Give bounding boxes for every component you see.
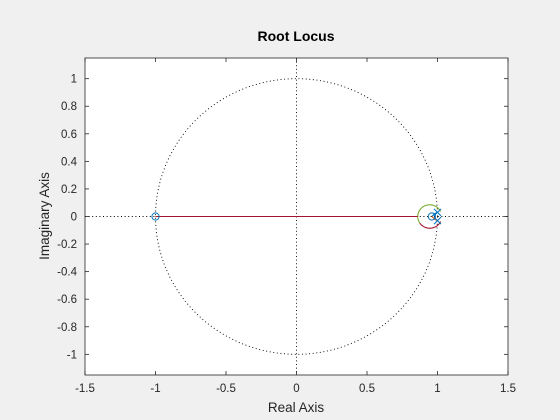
x-tick-label: -1.5 bbox=[75, 383, 95, 395]
y-tick-label: 0.4 bbox=[61, 156, 78, 168]
x-ticks: -1.5 -1 -0.5 0 0.5 1 1.5 bbox=[75, 58, 516, 395]
y-tick-label: 0.8 bbox=[61, 101, 77, 113]
x-tick-label: 0 bbox=[293, 383, 299, 395]
locus-branch-4 bbox=[419, 221, 442, 229]
y-tick-label: -0.4 bbox=[57, 267, 77, 279]
y-tick-label: -0.2 bbox=[57, 239, 77, 251]
y-ticks: 1 0.8 0.6 0.4 0.2 0 -0.2 -0.4 -0.6 -0.8 -1 bbox=[57, 74, 508, 361]
zero-marker-1 bbox=[151, 212, 160, 221]
x-tick-label: 0.5 bbox=[359, 383, 375, 395]
pole-marker-stroke bbox=[433, 208, 442, 217]
pole-marker-stroke bbox=[433, 216, 442, 225]
pole-zero-markers bbox=[151, 208, 442, 225]
x-tick-label: 1 bbox=[434, 383, 440, 395]
x-tick-label: 1.5 bbox=[500, 383, 516, 395]
y-tick-label: 0.6 bbox=[61, 129, 77, 141]
y-tick-label: -0.6 bbox=[57, 294, 77, 306]
pole-marker-2 bbox=[433, 216, 442, 225]
pole-marker-1 bbox=[433, 208, 442, 217]
y-tick-label: -0.8 bbox=[57, 322, 77, 334]
y-axis-label: Imaginary Axis bbox=[37, 172, 52, 260]
y-tick-label: 0.2 bbox=[61, 184, 77, 196]
chart-title: Root Locus bbox=[258, 28, 335, 44]
locus-branch-3 bbox=[417, 204, 442, 224]
x-tick-label: -0.5 bbox=[216, 383, 236, 395]
x-axis-label: Real Axis bbox=[268, 400, 325, 415]
y-tick-label: 0 bbox=[71, 212, 77, 224]
x-tick-label: -1 bbox=[150, 383, 160, 395]
y-tick-label: -1 bbox=[67, 349, 77, 361]
y-tick-label: 1 bbox=[71, 74, 77, 86]
zero-marker-2 bbox=[427, 212, 436, 221]
